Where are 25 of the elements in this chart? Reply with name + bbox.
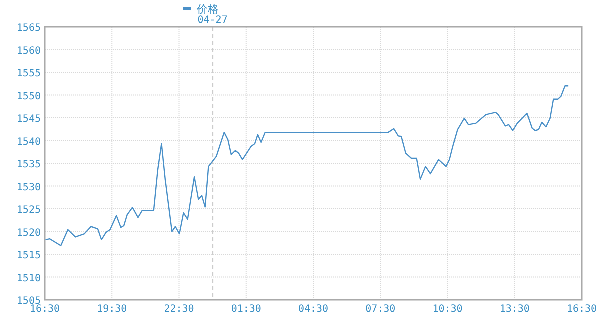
x-tick-label: 19:30 (97, 304, 128, 315)
x-tick-label: 04:30 (298, 304, 329, 315)
x-tick-label: 01:30 (231, 304, 262, 315)
x-tick-label: 16:30 (566, 304, 598, 315)
x-tick-label: 13:30 (500, 304, 530, 315)
y-tick-label: 1510 (16, 273, 41, 284)
y-tick-label: 1550 (16, 91, 41, 102)
x-tick-label: 07:30 (366, 304, 396, 315)
y-tick-label: 1515 (16, 250, 41, 262)
plot: 16:30 19:30 22:30 01:30 04:30 07:30 10:30 13:30 16:30 1505 1510 1515 1520 1525 1530 1535 1540 1545 1550 1555 1560 1565 04-27 (16, 15, 598, 315)
y-tick-label: 1565 (16, 23, 41, 34)
x-tick-label: 16:30 (30, 304, 60, 315)
y-tick-label: 1535 (16, 160, 41, 170)
y-tick-label: 1525 (16, 205, 41, 216)
ref-line-label: 04-27 (198, 15, 228, 26)
x-tick-label: 10:30 (432, 304, 463, 315)
y-tick-label: 1540 (16, 136, 41, 148)
legend-label: 价格 (196, 3, 219, 16)
y-tick-label: 1520 (16, 228, 41, 239)
y-tick-label: 1530 (16, 182, 41, 194)
y-tick-label: 1545 (16, 114, 41, 125)
y-tick-label: 1560 (16, 46, 41, 57)
x-tick-label: 22:30 (164, 304, 194, 315)
legend: 价格 (183, 3, 219, 16)
y-tick-label: 1555 (16, 68, 41, 80)
